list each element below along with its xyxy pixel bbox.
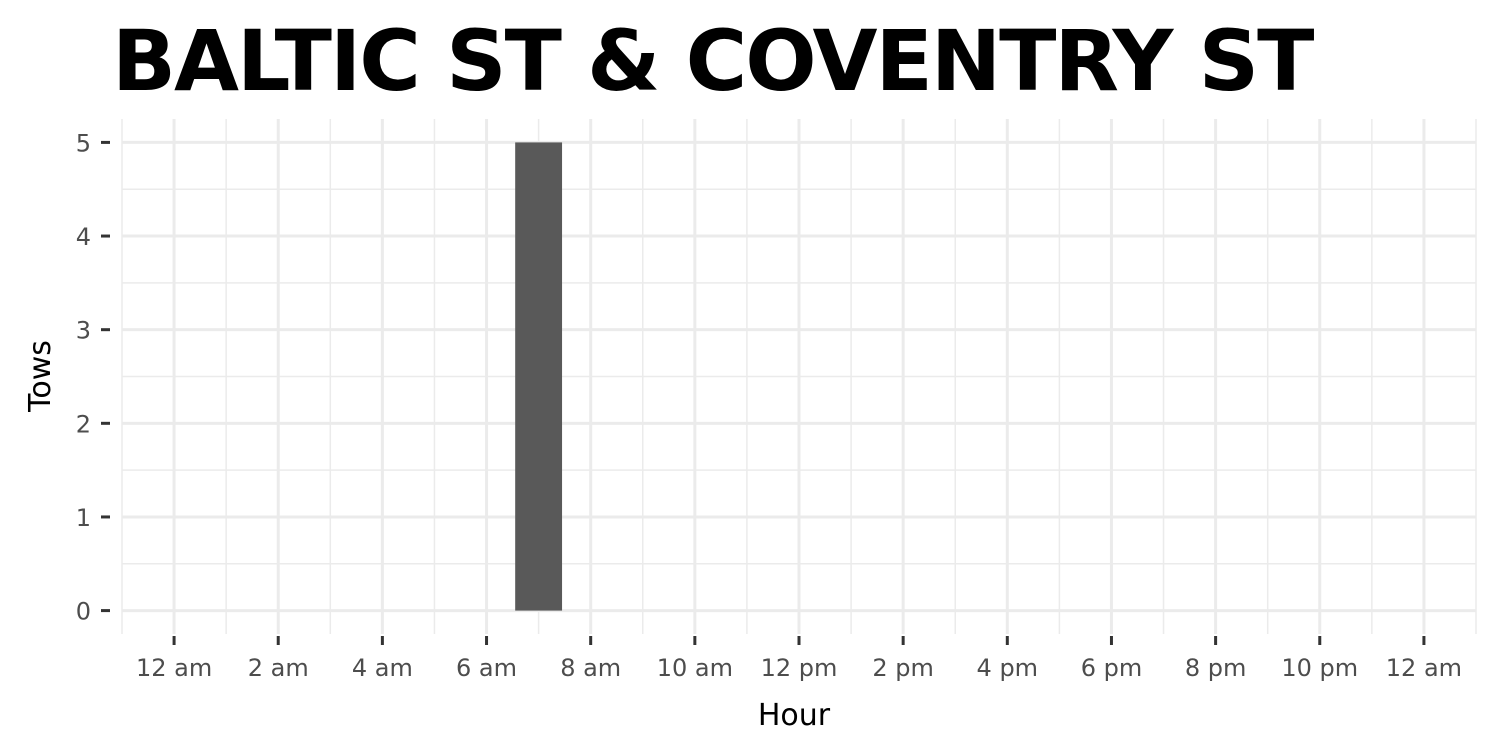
x-tick-label: 6 pm bbox=[1081, 654, 1143, 682]
x-tick-label: 8 pm bbox=[1185, 654, 1247, 682]
y-tick-label: 5 bbox=[76, 129, 91, 157]
y-tick-label: 2 bbox=[76, 410, 91, 438]
major-gridlines bbox=[122, 119, 1476, 634]
x-tick-label: 12 am bbox=[1386, 654, 1462, 682]
y-axis-title: Tows bbox=[23, 340, 58, 413]
bars bbox=[515, 142, 563, 611]
y-tick-label: 4 bbox=[76, 223, 91, 251]
x-tick-label: 12 pm bbox=[761, 654, 838, 682]
y-tick-label: 0 bbox=[76, 598, 91, 626]
x-tick-label: 8 am bbox=[560, 654, 621, 682]
y-tick-label: 1 bbox=[76, 504, 91, 532]
bar bbox=[515, 142, 563, 611]
x-tick-label: 4 am bbox=[352, 654, 413, 682]
x-axis-ticks: 12 am 2 am 4 am 6 am 8 am 10 am 12 pm 2 pm 4 pm 6… bbox=[136, 636, 1462, 682]
x-tick-label: 10 pm bbox=[1281, 654, 1358, 682]
x-axis-title: Hour bbox=[758, 698, 831, 733]
x-tick-label: 4 pm bbox=[977, 654, 1039, 682]
x-tick-label: 10 am bbox=[657, 654, 733, 682]
x-tick-label: 12 am bbox=[136, 654, 212, 682]
x-tick-label: 6 am bbox=[456, 654, 517, 682]
x-tick-label: 2 pm bbox=[872, 654, 934, 682]
chart-title: BALTIC ST & COVENTRY ST bbox=[112, 12, 1314, 110]
y-axis-ticks: 0 1 2 3 4 5 bbox=[76, 129, 110, 626]
x-tick-label: 2 am bbox=[248, 654, 309, 682]
y-tick-label: 3 bbox=[76, 317, 91, 345]
